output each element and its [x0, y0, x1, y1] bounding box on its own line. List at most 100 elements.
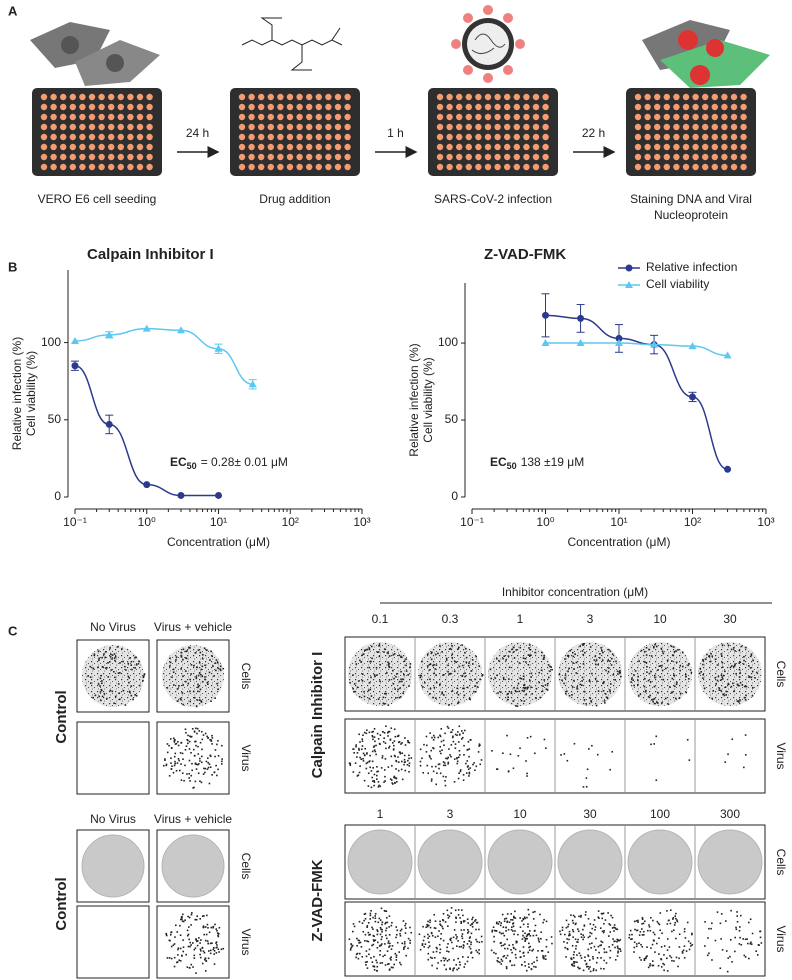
- speck: [674, 915, 677, 917]
- speck: [128, 691, 131, 694]
- well: [267, 163, 274, 171]
- speck: [534, 924, 537, 927]
- speck: [584, 956, 586, 958]
- legend-marker: [625, 264, 633, 272]
- speck: [201, 665, 204, 668]
- speck: [201, 755, 203, 758]
- speck: [401, 778, 404, 781]
- speck: [515, 690, 517, 693]
- speck: [481, 940, 483, 943]
- speck: [480, 759, 483, 761]
- row-label: Virus: [774, 742, 788, 769]
- speck: [661, 932, 663, 935]
- speck: [530, 672, 533, 675]
- speck: [578, 967, 580, 970]
- speck: [391, 742, 394, 744]
- annotation-rest: 138 ±19 μM: [521, 455, 585, 469]
- speck: [572, 936, 574, 938]
- speck: [727, 644, 730, 647]
- speck: [500, 691, 502, 693]
- speck: [571, 929, 574, 931]
- speck: [142, 676, 145, 679]
- speck: [500, 944, 503, 947]
- speck: [170, 747, 173, 750]
- well: [79, 163, 86, 171]
- speck: [524, 937, 527, 940]
- speck: [454, 747, 457, 750]
- speck: [429, 956, 432, 959]
- speck: [508, 921, 511, 924]
- speck: [463, 754, 465, 756]
- speck: [217, 667, 220, 670]
- speck: [687, 940, 690, 943]
- well: [663, 163, 670, 171]
- speck: [419, 760, 422, 763]
- speck: [366, 729, 368, 732]
- speck: [647, 696, 650, 698]
- speck: [109, 647, 111, 649]
- speck: [214, 749, 217, 751]
- speck: [178, 769, 181, 772]
- speck: [442, 939, 445, 942]
- speck: [422, 771, 425, 774]
- well: [644, 93, 651, 101]
- speck: [445, 757, 447, 760]
- speck: [435, 653, 437, 656]
- speck: [651, 698, 653, 701]
- speck: [206, 923, 209, 926]
- speck: [502, 926, 505, 929]
- speck: [119, 662, 121, 664]
- speck: [573, 668, 575, 670]
- point: [215, 491, 222, 499]
- speck: [527, 654, 530, 656]
- speck: [672, 646, 675, 648]
- speck: [526, 775, 528, 777]
- speck: [219, 668, 222, 670]
- speck: [757, 944, 760, 946]
- speck: [616, 928, 619, 931]
- well: [258, 113, 265, 121]
- speck: [177, 744, 180, 747]
- speck: [702, 663, 704, 666]
- speck: [600, 967, 602, 970]
- speck: [545, 688, 548, 690]
- speck: [543, 957, 545, 960]
- speck: [402, 684, 405, 687]
- speck: [718, 689, 720, 691]
- speck: [137, 662, 140, 665]
- speck: [631, 677, 633, 680]
- speck: [673, 674, 676, 677]
- speck: [373, 736, 376, 738]
- speck: [754, 677, 756, 679]
- well: [238, 123, 246, 131]
- speck: [175, 769, 178, 772]
- well: [465, 123, 472, 131]
- speck: [642, 930, 645, 933]
- well-image: [557, 829, 623, 895]
- speck: [367, 689, 370, 692]
- well: [634, 103, 642, 111]
- speck: [564, 933, 566, 936]
- speck: [206, 735, 208, 738]
- well: [436, 93, 444, 101]
- well: [286, 153, 294, 161]
- speck: [405, 664, 407, 667]
- speck: [572, 655, 575, 658]
- speck: [174, 760, 176, 763]
- speck: [407, 741, 410, 744]
- speck: [164, 758, 166, 760]
- speck: [209, 659, 211, 661]
- speck: [199, 651, 202, 654]
- speck: [182, 946, 185, 948]
- speck: [616, 947, 619, 949]
- speck: [374, 920, 377, 923]
- speck: [539, 696, 542, 699]
- speck: [379, 954, 381, 956]
- speck: [195, 972, 197, 974]
- y-tick-label: 50: [48, 412, 62, 426]
- speck: [213, 947, 215, 949]
- well: [523, 123, 530, 131]
- speck: [735, 928, 738, 931]
- speck: [403, 761, 406, 764]
- well: [88, 133, 96, 141]
